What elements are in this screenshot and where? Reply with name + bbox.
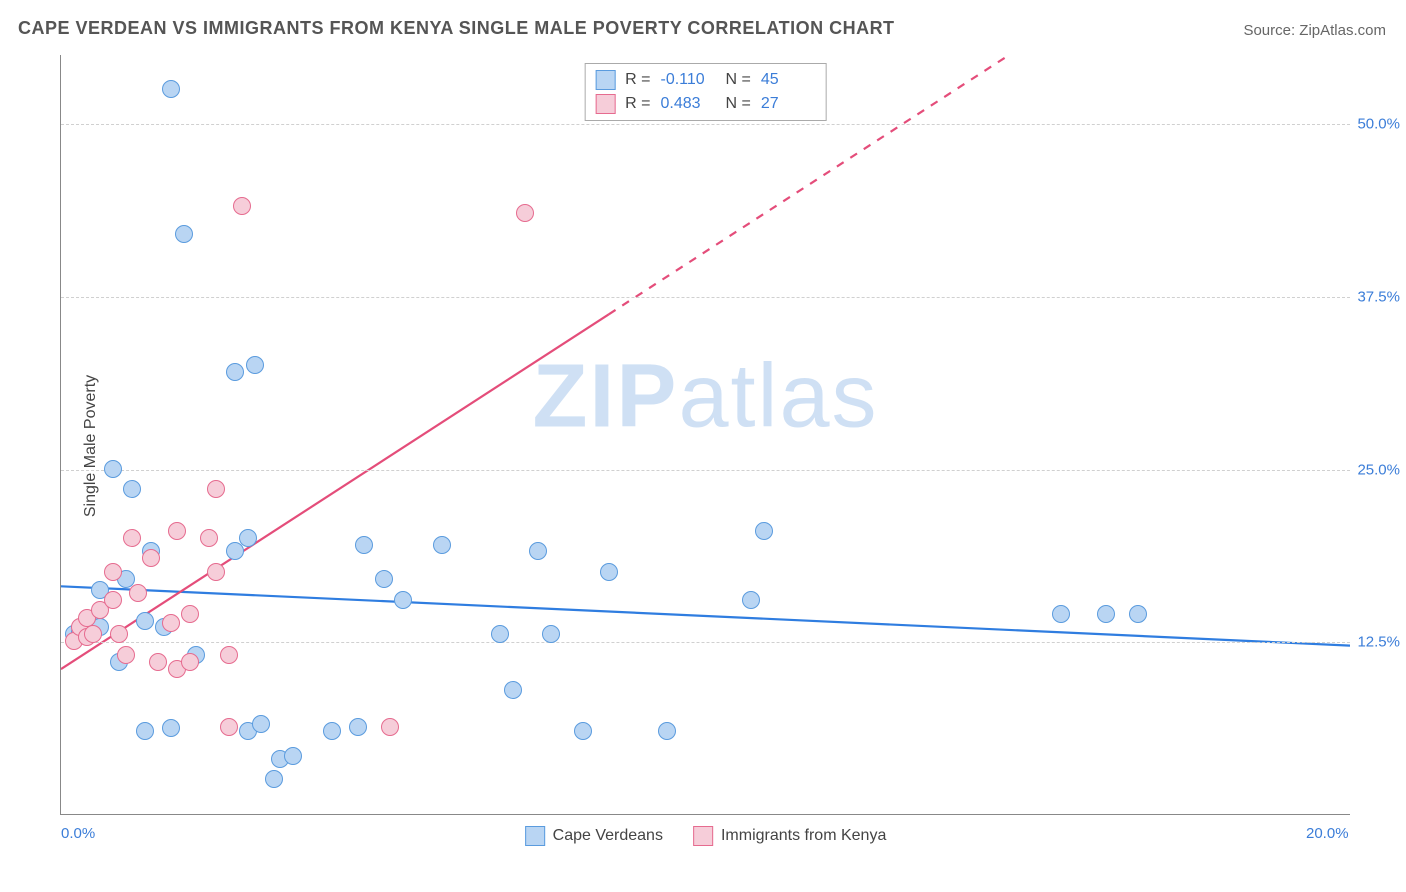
gridline (61, 470, 1350, 471)
scatter-point (129, 584, 147, 602)
scatter-point (265, 770, 283, 788)
scatter-point (104, 460, 122, 478)
scatter-point (226, 542, 244, 560)
scatter-point (226, 363, 244, 381)
scatter-point (207, 563, 225, 581)
scatter-point (355, 536, 373, 554)
scatter-point (168, 522, 186, 540)
scatter-point (755, 522, 773, 540)
legend-swatch-1 (693, 826, 713, 846)
scatter-point (504, 681, 522, 699)
scatter-point (600, 563, 618, 581)
legend-label-0: Cape Verdeans (553, 827, 663, 845)
scatter-point (433, 536, 451, 554)
scatter-point (239, 529, 257, 547)
scatter-point (658, 722, 676, 740)
n-label-1: N = (726, 95, 751, 113)
r-value-1: 0.483 (661, 95, 716, 113)
legend-item-0: Cape Verdeans (525, 826, 663, 846)
y-tick-label: 25.0% (1357, 461, 1400, 478)
scatter-point (516, 204, 534, 222)
scatter-point (233, 197, 251, 215)
scatter-point (323, 722, 341, 740)
scatter-point (252, 715, 270, 733)
scatter-point (123, 529, 141, 547)
source-label: Source: ZipAtlas.com (1243, 22, 1386, 39)
scatter-point (136, 722, 154, 740)
scatter-point (529, 542, 547, 560)
scatter-point (162, 80, 180, 98)
scatter-point (1052, 605, 1070, 623)
watermark-bold: ZIP (532, 346, 678, 446)
swatch-series-1 (595, 94, 615, 114)
bottom-legend: Cape Verdeans Immigrants from Kenya (525, 826, 887, 846)
scatter-point (136, 612, 154, 630)
scatter-point (117, 646, 135, 664)
r-label-1: R = (625, 95, 650, 113)
chart-title: CAPE VERDEAN VS IMMIGRANTS FROM KENYA SI… (18, 18, 895, 39)
scatter-point (104, 591, 122, 609)
stat-legend: R = -0.110 N = 45 R = 0.483 N = 27 (584, 63, 827, 121)
n-value-1: 27 (761, 95, 816, 113)
x-tick-label: 20.0% (1306, 825, 1349, 842)
watermark: ZIPatlas (532, 345, 878, 448)
scatter-point (375, 570, 393, 588)
plot-area: ZIPatlas R = -0.110 N = 45 R = 0.483 N =… (60, 55, 1350, 815)
scatter-point (220, 718, 238, 736)
legend-item-1: Immigrants from Kenya (693, 826, 886, 846)
x-tick-label: 0.0% (61, 825, 95, 842)
r-value-0: -0.110 (661, 71, 716, 89)
scatter-point (162, 719, 180, 737)
scatter-point (381, 718, 399, 736)
n-value-0: 45 (761, 71, 816, 89)
scatter-point (246, 356, 264, 374)
stat-row-series-0: R = -0.110 N = 45 (595, 68, 816, 92)
scatter-point (200, 529, 218, 547)
trendlines-svg (61, 55, 1350, 814)
scatter-point (574, 722, 592, 740)
scatter-point (491, 625, 509, 643)
scatter-point (1129, 605, 1147, 623)
scatter-point (175, 225, 193, 243)
legend-swatch-0 (525, 826, 545, 846)
scatter-point (84, 625, 102, 643)
scatter-point (123, 480, 141, 498)
y-tick-label: 12.5% (1357, 634, 1400, 651)
scatter-point (349, 718, 367, 736)
scatter-point (394, 591, 412, 609)
scatter-point (142, 549, 160, 567)
scatter-point (181, 605, 199, 623)
r-label-0: R = (625, 71, 650, 89)
swatch-series-0 (595, 70, 615, 90)
scatter-point (542, 625, 560, 643)
scatter-point (1097, 605, 1115, 623)
gridline (61, 297, 1350, 298)
scatter-point (284, 747, 302, 765)
gridline (61, 642, 1350, 643)
stat-row-series-1: R = 0.483 N = 27 (595, 92, 816, 116)
watermark-light: atlas (678, 346, 878, 446)
scatter-point (149, 653, 167, 671)
scatter-point (742, 591, 760, 609)
scatter-point (181, 653, 199, 671)
scatter-point (104, 563, 122, 581)
legend-label-1: Immigrants from Kenya (721, 827, 886, 845)
scatter-point (162, 614, 180, 632)
y-tick-label: 37.5% (1357, 288, 1400, 305)
scatter-point (220, 646, 238, 664)
gridline (61, 124, 1350, 125)
n-label-0: N = (726, 71, 751, 89)
correlation-chart: CAPE VERDEAN VS IMMIGRANTS FROM KENYA SI… (0, 0, 1406, 892)
scatter-point (207, 480, 225, 498)
y-tick-label: 50.0% (1357, 116, 1400, 133)
scatter-point (110, 625, 128, 643)
